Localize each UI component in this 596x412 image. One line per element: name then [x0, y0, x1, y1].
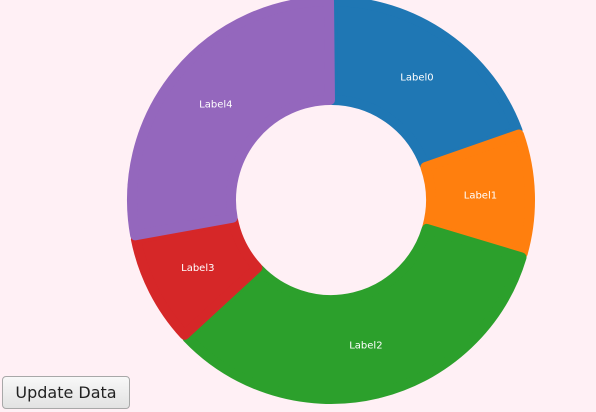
slice-label-label2: Label2	[349, 340, 382, 351]
slice-label-label3: Label3	[181, 263, 214, 274]
slice-label-label1: Label1	[464, 190, 497, 201]
slice-label2	[182, 223, 527, 404]
slice-label0	[326, 0, 523, 171]
slice-label4	[127, 0, 336, 241]
update-data-button[interactable]: Update Data	[2, 376, 130, 409]
slice-label-label0: Label0	[400, 73, 433, 84]
slice-label-label4: Label4	[199, 100, 232, 111]
